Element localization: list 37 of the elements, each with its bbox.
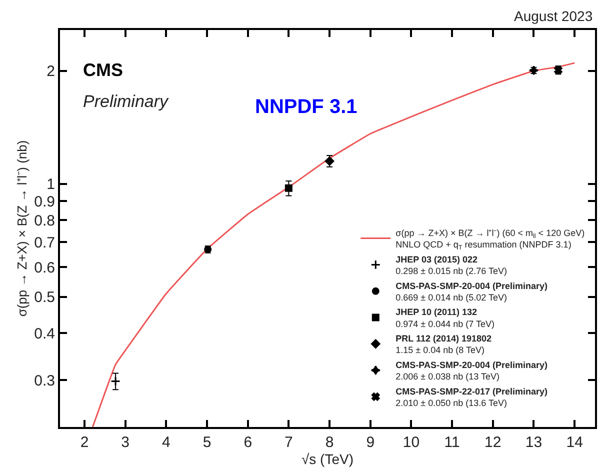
x-tick-label: 7: [284, 434, 293, 451]
y-tick-label: 0.3: [34, 372, 55, 390]
y-tick-label: 0.4: [34, 325, 55, 342]
legend-label: PRL 112 (2014) 191802 1.15 ± 0.04 nb (8 TeV): [396, 334, 492, 356]
annotation: Preliminary: [83, 92, 170, 111]
x-tick-label: 12: [484, 434, 502, 451]
y-tick-label: 0.8: [34, 212, 55, 230]
point: [284, 184, 292, 192]
annotation: CMS: [83, 60, 123, 80]
text: σ(pp → Z+X) × B(Z → l⁺l⁻) (60 < m$_{ll}$ < 120 GeV) NNLO QCD + q$_{T}$ resummation (NNPDF 3.1): [396, 228, 585, 252]
y-tick-label: 0.7: [34, 234, 55, 252]
y-tick-label: 0.6: [34, 259, 55, 276]
x-tick-label: 2: [80, 434, 89, 451]
legend-label: CMS-PAS-SMP-20-004 (Preliminary) 2.006 ± 0.038 nb (13 TeV): [396, 360, 548, 382]
point: [110, 376, 120, 386]
x-tick-label: 8: [325, 434, 334, 451]
legend-label: CMS-PAS-SMP-22-017 (Preliminary) 2.010 ± 0.050 nb (13.6 TeV): [396, 386, 548, 408]
y-axis-title: σ(pp → Z+X) × B(Z → l⁺l⁻) (nb): [14, 140, 30, 317]
x-tick-label: 13: [525, 434, 542, 451]
y-tick-label: 0.5: [34, 289, 55, 306]
text: August 2023: [514, 8, 593, 24]
x-tick-label: 10: [402, 434, 420, 451]
x-tick-label: 5: [202, 434, 212, 451]
annotation: NNPDF 3.1: [255, 96, 358, 118]
x-tick-label: 6: [244, 434, 252, 451]
x-axis-title: √s (TeV): [301, 451, 354, 467]
y-tick-label: 0.9: [34, 193, 55, 210]
y-tick-label: 1: [46, 176, 55, 194]
legend-label: CMS-PAS-SMP-20-004 (Preliminary) 0.669 ± 0.014 nb (5.02 TeV): [396, 280, 548, 302]
x-tick-label: 3: [121, 434, 130, 451]
x-tick-label: 9: [366, 434, 375, 451]
legend-label: JHEP 10 (2011) 132 0.974 ± 0.044 nb (7 TeV): [396, 307, 494, 329]
x-tick-label: 11: [444, 434, 460, 451]
y-tick-label: 2: [46, 63, 55, 80]
x-tick-label: 4: [162, 434, 170, 451]
legend-label: JHEP 03 (2015) 022 0.298 ± 0.015 nb (2.76 TeV): [396, 254, 508, 276]
x-tick-label: 14: [566, 434, 583, 451]
